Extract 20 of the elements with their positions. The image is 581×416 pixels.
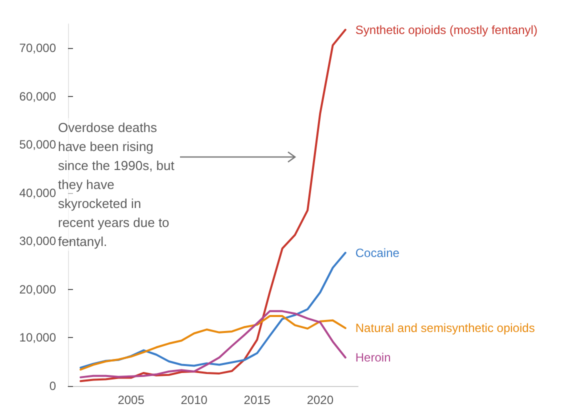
line-series [80,310,346,378]
y-tick-label: 20,000 [19,282,56,296]
series-label: Synthetic opioids (mostly fentanyl) [355,22,538,37]
line-series [80,252,346,369]
x-tick-label: 2020 [306,393,334,407]
y-tick-label: 60,000 [19,89,56,104]
series-label: Natural and semisynthetic opioids [355,321,535,336]
x-tick-label: 2010 [180,393,208,407]
y-tick-label: 30,000 [19,234,56,248]
series-label: Cocaine [355,246,400,260]
y-tick-label: 50,000 [19,138,56,152]
y-tick-label: 40,000 [19,186,56,200]
x-tick-label: 2005 [118,393,145,407]
series-label: Heroin [355,350,391,365]
line-series [80,315,346,371]
y-tick-label: 70,000 [19,41,56,56]
y-tick-label: 10,000 [19,330,56,345]
x-tick-label: 2015 [244,393,271,407]
y-tick-label: 0 [49,379,56,393]
annotation: Overdose deaths have been rising since the 1990s, but they have skyrocketed in recent years due to fentanyl. [58,118,178,251]
